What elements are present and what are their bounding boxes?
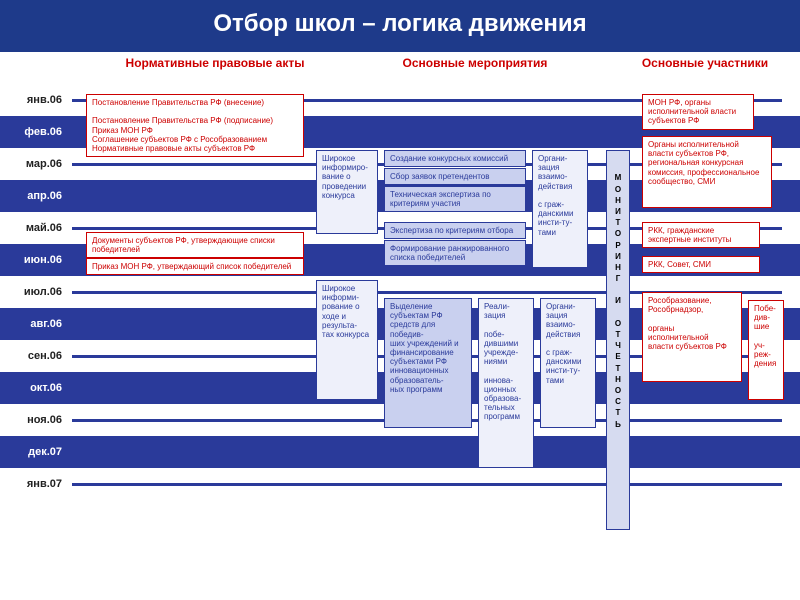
act-collect: Сбор заявок претендентов bbox=[384, 168, 526, 185]
month-label: фев.06 bbox=[0, 126, 68, 138]
act-inform2: Широкое информи- рование о ходе и резуль… bbox=[316, 280, 378, 400]
header-participants: Основные участники bbox=[630, 56, 780, 70]
month-label: июл.06 bbox=[0, 286, 68, 298]
participant-2: Органы исполнительной власти субъектов Р… bbox=[642, 136, 772, 208]
page-title: Отбор школ – логика движения bbox=[0, 0, 800, 52]
month-label: янв.06 bbox=[0, 94, 68, 106]
month-row: янв.07 bbox=[0, 468, 800, 500]
month-label: июн.06 bbox=[0, 254, 68, 266]
participant-6: Побе- див- шие уч- реж- дения bbox=[748, 300, 784, 400]
act-org1: Органи- зация взаимо- действия с граж- д… bbox=[532, 150, 588, 268]
month-label: апр.06 bbox=[0, 190, 68, 202]
month-row: дек.07 bbox=[0, 436, 800, 468]
norm-box-2: Документы субъектов РФ, утверждающие спи… bbox=[86, 232, 304, 258]
month-label: мар.06 bbox=[0, 158, 68, 170]
month-label: май.06 bbox=[0, 222, 68, 234]
month-label: авг.06 bbox=[0, 318, 68, 330]
participant-4: РКК, Совет, СМИ bbox=[642, 256, 760, 273]
column-headers: Нормативные правовые акты Основные мероп… bbox=[110, 56, 780, 70]
norm-box-3: Приказ МОН РФ, утверждающий список побед… bbox=[86, 258, 304, 275]
act-tech: Техническая экспертиза по критериям учас… bbox=[384, 186, 526, 212]
norm-box-1: Постановление Правительства РФ (внесение… bbox=[86, 94, 304, 157]
participant-1: МОН РФ, органы исполнительной власти суб… bbox=[642, 94, 754, 130]
month-label: окт.06 bbox=[0, 382, 68, 394]
participant-5: Рособразование, Рособрнадзор, органы исп… bbox=[642, 292, 742, 382]
header-norms: Нормативные правовые акты bbox=[110, 56, 320, 70]
monitor-strip: М О Н И Т О Р И Н Г И О Т Ч Е Т Н О С Т … bbox=[606, 150, 630, 530]
act-create: Создание конкурсных комиссий bbox=[384, 150, 526, 167]
act-expert: Экспертиза по критериям отбора bbox=[384, 222, 526, 239]
month-label: дек.07 bbox=[0, 446, 68, 458]
header-activities: Основные мероприятия bbox=[385, 56, 565, 70]
act-real: Реали- зация побе- дившими учрежде- ниям… bbox=[478, 298, 534, 468]
act-org2: Органи- зация взаимо- действия с граж- д… bbox=[540, 298, 596, 428]
month-label: ноя.06 bbox=[0, 414, 68, 426]
act-alloc: Выделение субъектам РФ средств для побед… bbox=[384, 298, 472, 428]
act-form: Формирование ранжированного списка побед… bbox=[384, 240, 526, 266]
month-label: янв.07 bbox=[0, 478, 68, 490]
participant-3: РКК, гражданские экспертные институты bbox=[642, 222, 760, 248]
act-inform1: Широкое информиро- вание о проведении ко… bbox=[316, 150, 378, 234]
month-label: сен.06 bbox=[0, 350, 68, 362]
